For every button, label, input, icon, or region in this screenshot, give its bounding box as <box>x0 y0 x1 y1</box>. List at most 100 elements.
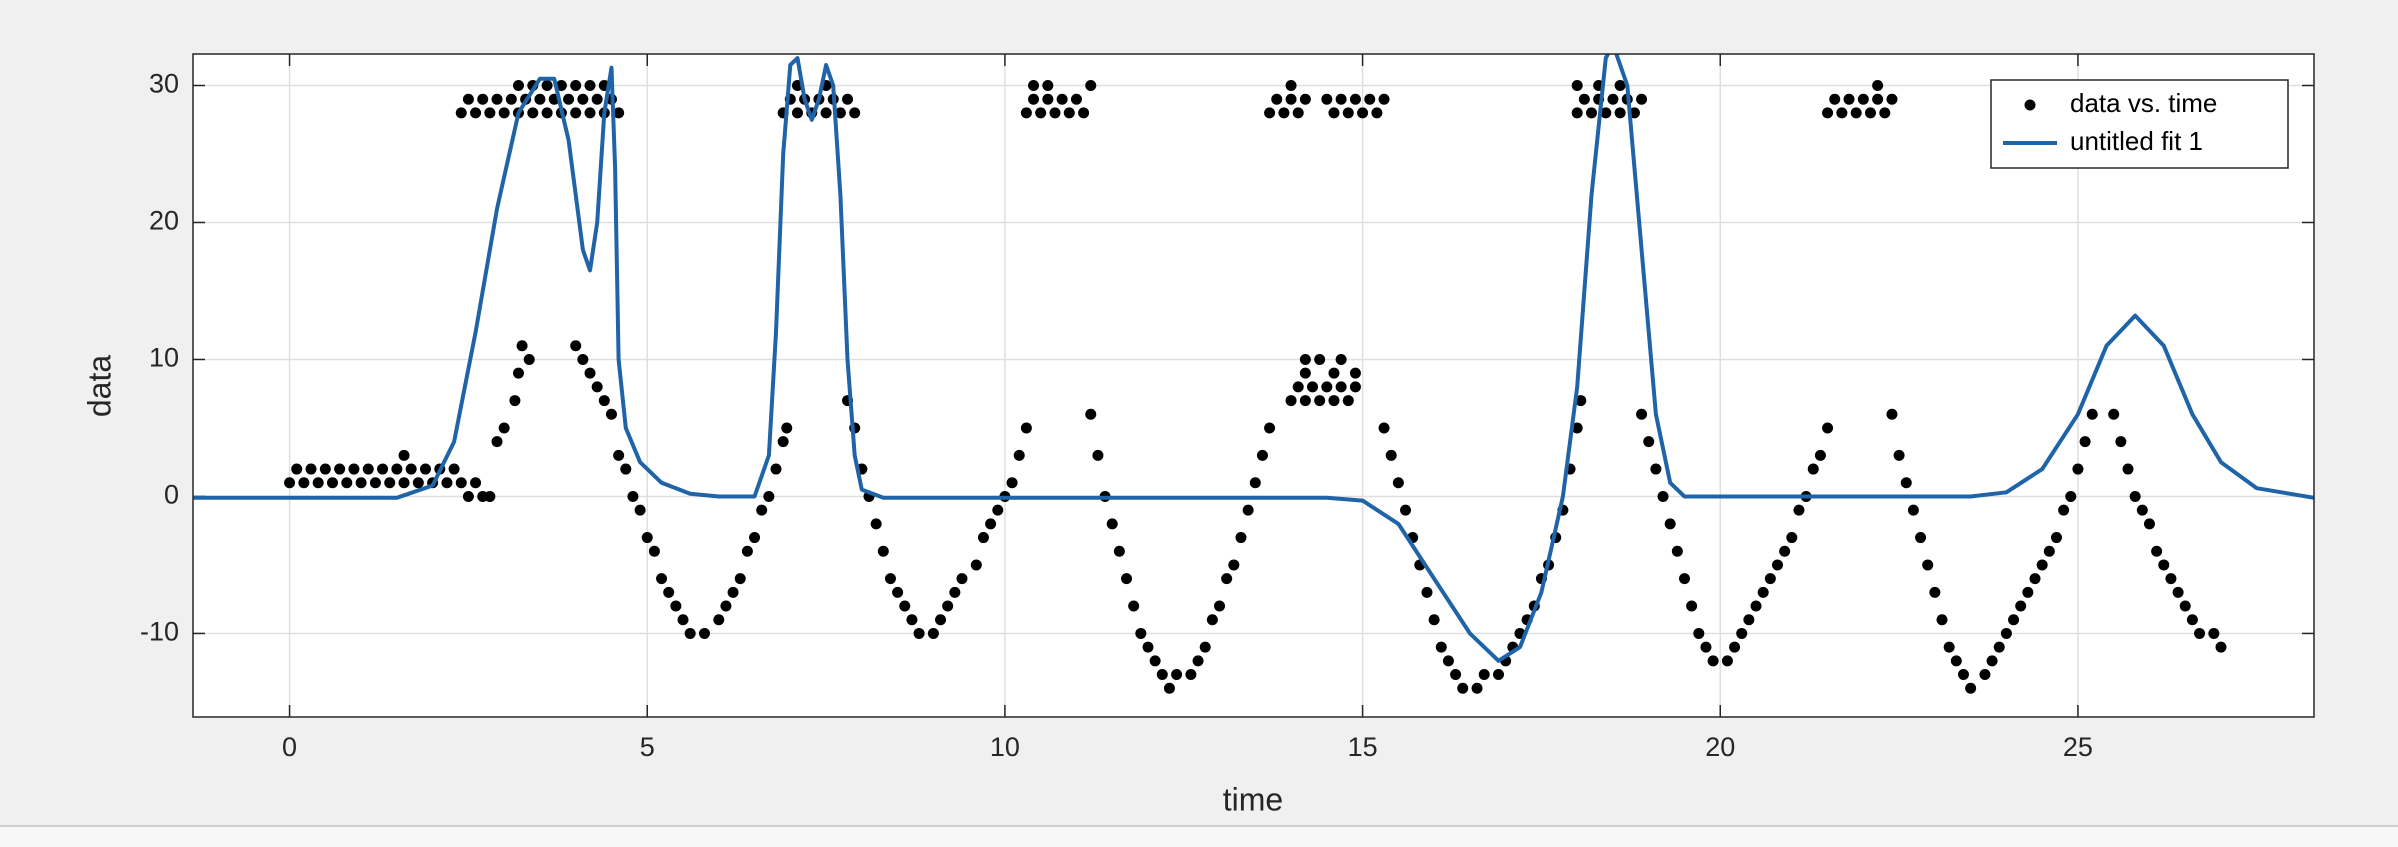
data-point <box>362 463 374 475</box>
data-point <box>1106 518 1118 530</box>
data-point <box>1242 504 1254 516</box>
data-point <box>1636 93 1648 105</box>
data-point <box>1857 93 1869 105</box>
data-point <box>2208 627 2220 639</box>
data-point <box>455 477 467 489</box>
data-point <box>512 80 524 92</box>
data-point <box>1879 107 1891 119</box>
data-point <box>312 477 324 489</box>
data-point <box>1156 669 1168 681</box>
data-point <box>1600 107 1612 119</box>
data-point <box>1886 408 1898 420</box>
data-point <box>541 80 553 92</box>
data-point <box>756 504 768 516</box>
y-tick-label: 0 <box>164 480 179 510</box>
data-point <box>1893 449 1905 461</box>
data-point <box>1578 93 1590 105</box>
data-point <box>1957 669 1969 681</box>
data-point <box>1457 682 1469 694</box>
data-point <box>509 395 521 407</box>
data-point <box>470 107 482 119</box>
data-point <box>1822 422 1834 434</box>
data-point <box>1214 600 1226 612</box>
data-point <box>391 463 403 475</box>
data-point <box>1678 573 1690 585</box>
data-point <box>1764 573 1776 585</box>
data-point <box>670 600 682 612</box>
data-point <box>1850 107 1862 119</box>
data-point <box>1729 641 1741 653</box>
data-point <box>1092 449 1104 461</box>
data-point <box>1614 107 1626 119</box>
data-point <box>1142 641 1154 653</box>
data-point <box>677 614 689 626</box>
x-tick-label: 5 <box>640 732 655 762</box>
data-point <box>398 449 410 461</box>
x-tick-label: 10 <box>990 732 1020 762</box>
data-point <box>1199 641 1211 653</box>
data-point <box>1235 532 1247 544</box>
data-point <box>613 449 625 461</box>
data-point <box>791 107 803 119</box>
data-point <box>663 586 675 598</box>
data-point <box>1786 532 1798 544</box>
data-point <box>419 463 431 475</box>
data-point <box>1349 93 1361 105</box>
data-point <box>2136 504 2148 516</box>
data-point <box>1700 641 1712 653</box>
data-point <box>1113 545 1125 557</box>
data-point <box>1285 93 1297 105</box>
data-point <box>1299 395 1311 407</box>
data-point <box>448 463 460 475</box>
data-point <box>1571 107 1583 119</box>
data-point <box>1292 381 1304 393</box>
data-point <box>820 107 832 119</box>
data-point <box>713 614 725 626</box>
data-point <box>1807 463 1819 475</box>
data-point <box>2036 559 2048 571</box>
data-point <box>620 463 632 475</box>
data-point <box>1085 408 1097 420</box>
data-point <box>1575 395 1587 407</box>
data-point <box>1321 93 1333 105</box>
axes-box <box>192 53 2315 718</box>
data-point <box>1035 107 1047 119</box>
data-point <box>1314 395 1326 407</box>
data-point <box>2165 573 2177 585</box>
data-point <box>1571 422 1583 434</box>
y-tick-label: 30 <box>149 69 179 99</box>
data-point <box>1571 80 1583 92</box>
data-point <box>2015 600 2027 612</box>
data-point <box>1822 107 1834 119</box>
data-point <box>2022 586 2034 598</box>
data-point <box>1328 367 1340 379</box>
data-point <box>1929 586 1941 598</box>
data-point <box>284 477 296 489</box>
data-point <box>1650 463 1662 475</box>
data-point <box>291 463 303 475</box>
data-point <box>1643 436 1655 448</box>
data-point <box>2186 614 2198 626</box>
data-point <box>2151 545 2163 557</box>
data-point <box>1264 107 1276 119</box>
data-point <box>462 490 474 502</box>
data-point <box>1256 449 1268 461</box>
data-point <box>1721 655 1733 667</box>
data-point <box>1135 627 1147 639</box>
data-point <box>1736 627 1748 639</box>
data-point <box>1771 559 1783 571</box>
data-point <box>570 107 582 119</box>
data-point <box>470 477 482 489</box>
data-point <box>884 573 896 585</box>
data-point <box>2086 408 2098 420</box>
data-point <box>1307 381 1319 393</box>
data-point <box>591 93 603 105</box>
data-point <box>570 340 582 352</box>
data-point <box>1206 614 1218 626</box>
plot-area <box>193 54 2314 717</box>
fit-line <box>193 54 2314 663</box>
data-point <box>1364 93 1376 105</box>
data-point <box>698 627 710 639</box>
